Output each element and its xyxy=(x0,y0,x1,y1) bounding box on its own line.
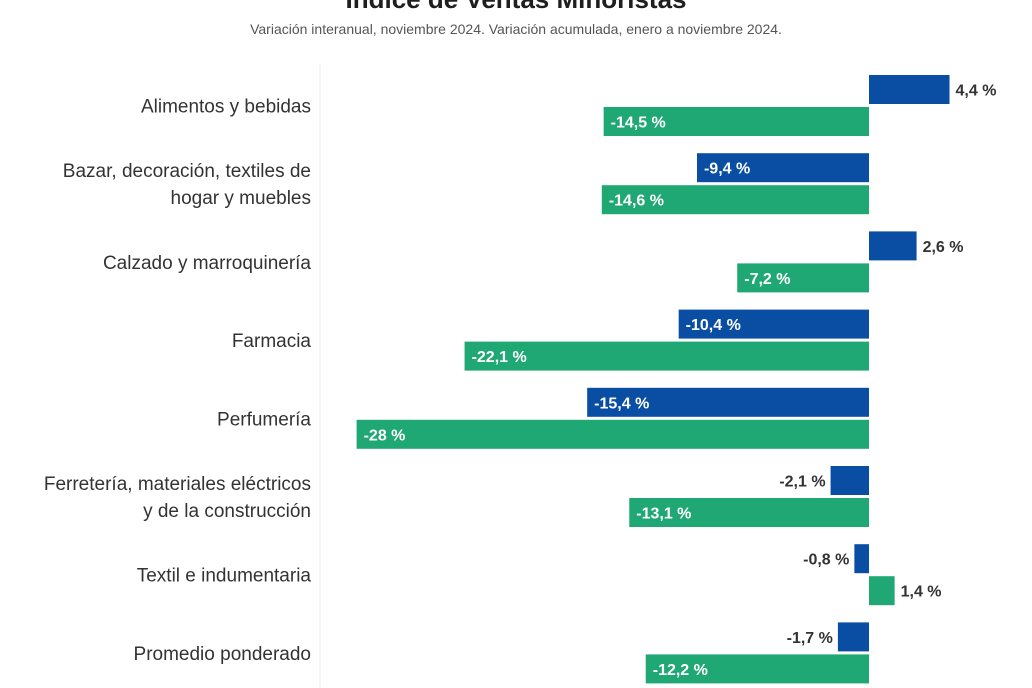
data-label: -14,6 % xyxy=(609,193,664,210)
bar-interanual xyxy=(830,466,869,495)
category-label: Calzado y marroquinería xyxy=(103,253,311,274)
category-label: Alimentos y bebidas xyxy=(141,97,311,118)
data-label: 2,6 % xyxy=(923,239,964,256)
bar-acumulada xyxy=(603,107,869,136)
bar-acumulada xyxy=(869,576,895,606)
data-label: -9,4 % xyxy=(704,161,750,178)
bar-interanual xyxy=(854,544,869,574)
data-label: -12,2 % xyxy=(653,662,708,679)
bar-interanual xyxy=(869,231,917,261)
bar-interanual xyxy=(869,75,950,104)
data-label: -13,1 % xyxy=(636,506,691,523)
bar-interanual xyxy=(587,387,869,417)
bar-interanual xyxy=(837,622,869,652)
category-label: Textil e indumentaria xyxy=(137,566,312,587)
bar-acumulada xyxy=(629,498,869,527)
data-label: 1,4 % xyxy=(901,584,942,601)
chart-subtitle: Variación interanual, noviembre 2024. Va… xyxy=(250,21,782,37)
bar-acumulada xyxy=(601,185,869,215)
category-label: hogar y muebles xyxy=(171,188,311,209)
bar-acumulada xyxy=(356,419,870,449)
data-label: 4,4 % xyxy=(956,83,997,100)
data-label: -2,1 % xyxy=(779,474,825,491)
data-label: -28 % xyxy=(364,427,406,444)
data-label: -1,7 % xyxy=(787,630,833,647)
bar-acumulada xyxy=(737,263,869,293)
data-label: -14,5 % xyxy=(611,115,666,132)
data-label: -15,4 % xyxy=(594,395,649,412)
category-label: Bazar, decoración, textiles de xyxy=(63,161,311,182)
data-label: -10,4 % xyxy=(686,317,741,334)
category-label: Farmacia xyxy=(232,331,312,352)
data-label: -7,2 % xyxy=(744,271,790,288)
category-label: Promedio ponderado xyxy=(134,644,311,665)
data-label: -0,8 % xyxy=(803,552,849,569)
bar-acumulada xyxy=(645,654,869,684)
category-label: y de la construcción xyxy=(143,501,311,522)
category-label: Ferretería, materiales eléctricos xyxy=(44,474,311,495)
chart-title: Índice de Ventas Minoristas xyxy=(0,0,1032,15)
bar-interanual xyxy=(696,153,869,183)
category-label: Perfumería xyxy=(217,409,311,430)
bar-interanual xyxy=(678,309,869,339)
data-label: -22,1 % xyxy=(472,349,527,366)
bar-acumulada xyxy=(464,341,869,371)
